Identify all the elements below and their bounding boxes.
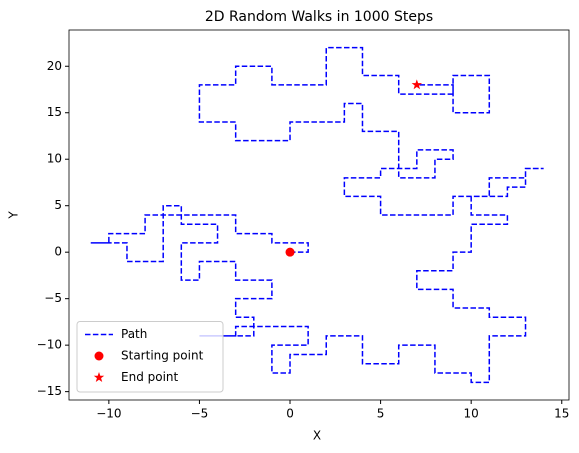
y-axis-label: Y: [7, 211, 21, 220]
x-axis-label: X: [313, 429, 321, 443]
x-tick-label: −5: [191, 407, 209, 421]
y-tick-label: 20: [47, 59, 62, 73]
end-marker: [93, 372, 105, 382]
y-tick-label: −10: [37, 338, 62, 352]
start-marker: [94, 351, 104, 361]
walk-path: [90, 46, 544, 384]
y-tick-label: 15: [47, 105, 62, 119]
end-marker: [411, 79, 423, 90]
legend-label: Path: [121, 327, 147, 341]
y-tick-label: 10: [47, 152, 62, 166]
y-tick-label: −5: [44, 291, 62, 305]
x-tick-label: 10: [464, 407, 479, 421]
y-tick-label: 5: [54, 198, 62, 212]
legend-label: End point: [121, 370, 179, 384]
legend-box: [76, 321, 224, 393]
x-tick-label: 15: [554, 407, 569, 421]
x-tick-label: 5: [377, 407, 385, 421]
legend-label: Starting point: [121, 349, 204, 363]
chart-title: 2D Random Walks in 1000 Steps: [205, 9, 433, 25]
x-tick-label: −10: [96, 407, 121, 421]
plot-frame: [68, 29, 570, 401]
start-marker: [285, 247, 295, 257]
y-tick-label: −15: [37, 384, 62, 398]
x-tick-label: 0: [286, 407, 294, 421]
y-tick-label: 0: [54, 245, 62, 259]
